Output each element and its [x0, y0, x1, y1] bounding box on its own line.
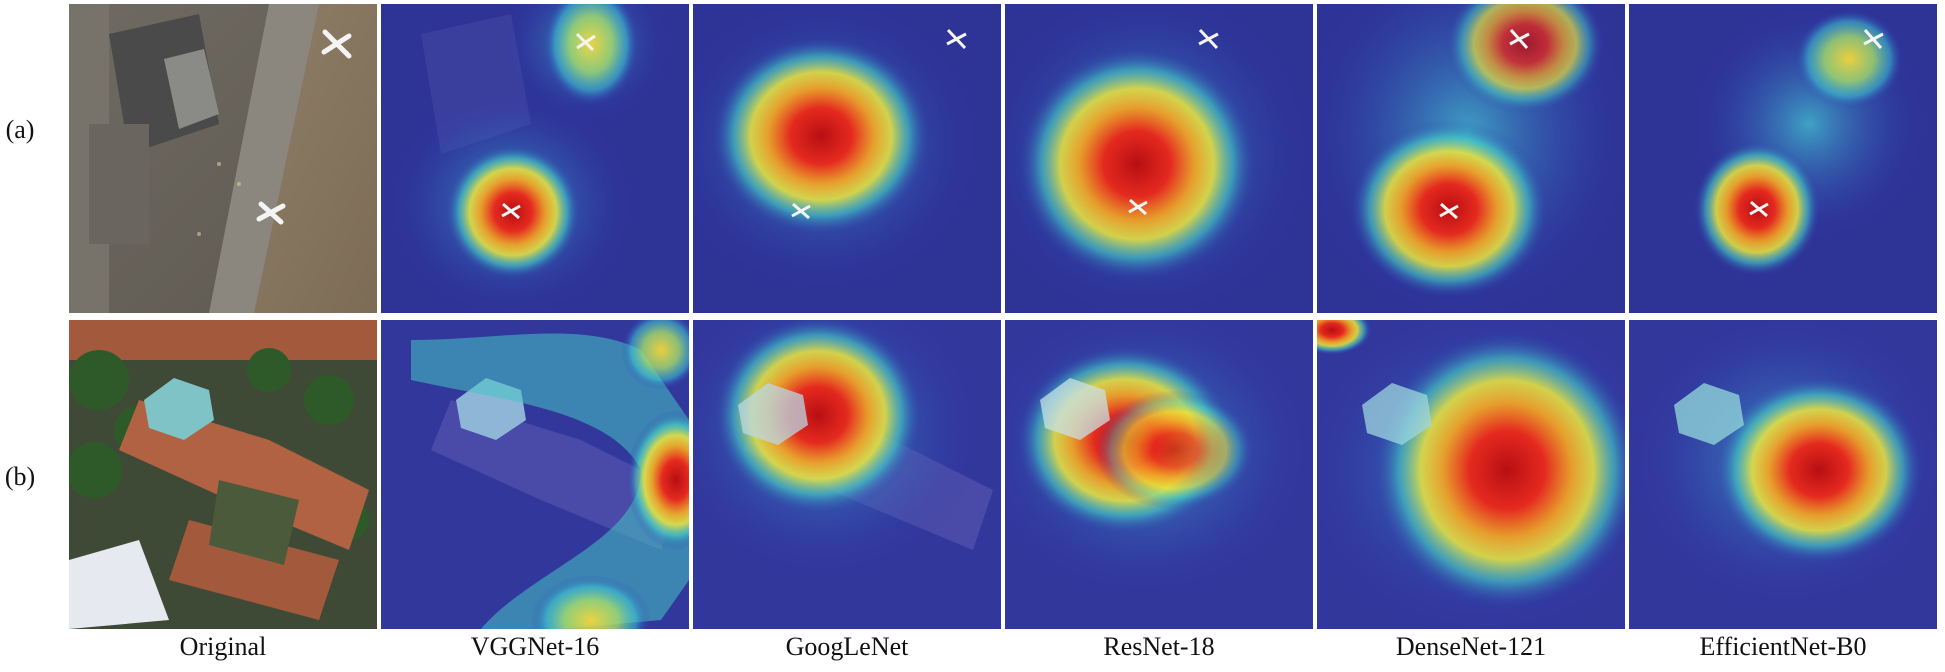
image-b-resnet18	[1005, 320, 1313, 629]
image-a-vggnet16	[381, 4, 689, 313]
column-label-googlenet: GoogLeNet	[785, 632, 909, 661]
image-a-efficientnetb0	[1629, 4, 1937, 313]
row-label-b: (b)	[4, 462, 36, 491]
column-label-efficientnetb0: EfficientNet-B0	[1699, 632, 1867, 661]
column-label-densenet121: DenseNet-121	[1395, 632, 1547, 661]
column-label-original: Original	[179, 632, 267, 661]
column-label-vggnet16: VGGNet-16	[470, 632, 600, 661]
image-b-vggnet16	[381, 320, 689, 629]
row-label-a: (a)	[5, 115, 35, 144]
image-a-googlenet	[693, 4, 1001, 313]
image-a-resnet18	[1005, 4, 1313, 313]
image-a-densenet121	[1317, 4, 1625, 313]
column-label-resnet18: ResNet-18	[1103, 632, 1215, 661]
image-b-googlenet	[693, 320, 1001, 629]
image-b-original	[69, 320, 377, 629]
image-a-original	[69, 4, 377, 313]
image-b-densenet121	[1317, 320, 1625, 629]
image-b-efficientnetb0	[1629, 320, 1937, 629]
